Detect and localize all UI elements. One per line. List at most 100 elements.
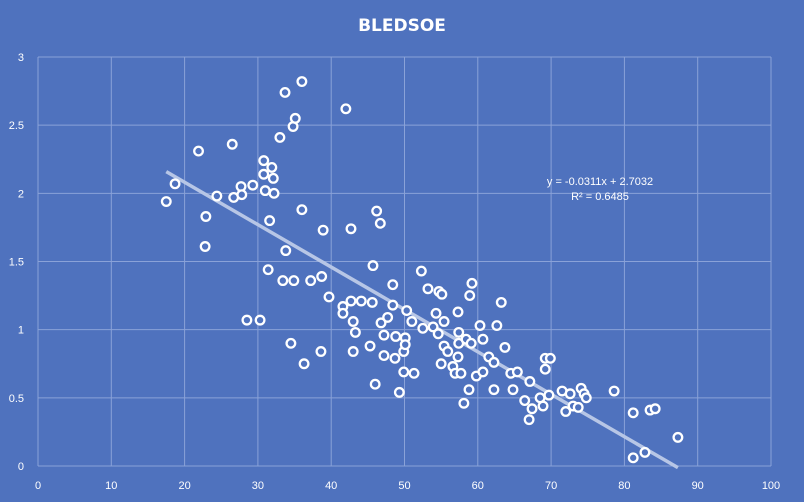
data-point xyxy=(408,367,420,379)
data-point xyxy=(317,224,329,236)
x-tick-label: 70 xyxy=(545,480,557,492)
data-point xyxy=(672,431,684,443)
y-axis-ticks: 0 0.5 1 1.5 2 2.5 3 xyxy=(9,52,24,473)
data-point xyxy=(285,337,297,349)
data-point xyxy=(417,322,429,334)
data-point xyxy=(277,275,289,287)
data-point xyxy=(543,389,555,401)
data-point xyxy=(264,215,276,227)
data-point xyxy=(199,241,211,252)
data-point xyxy=(436,288,448,300)
data-point xyxy=(268,187,280,199)
data-point xyxy=(369,378,381,390)
data-point xyxy=(345,295,357,307)
data-point xyxy=(495,296,507,308)
data-point xyxy=(247,179,259,191)
data-point xyxy=(200,211,212,222)
data-point xyxy=(280,245,292,257)
data-point xyxy=(337,307,349,319)
data-point xyxy=(452,306,464,318)
data-point xyxy=(347,316,359,327)
data-point xyxy=(236,189,248,201)
x-tick-label: 90 xyxy=(692,480,704,492)
data-point xyxy=(298,358,310,370)
y-tick-label: 1.5 xyxy=(9,257,24,269)
x-tick-label: 30 xyxy=(252,480,264,492)
data-point xyxy=(387,279,399,291)
data-point xyxy=(430,307,442,319)
data-point xyxy=(378,350,390,362)
data-point xyxy=(296,204,308,216)
y-tick-label: 2.5 xyxy=(9,120,24,132)
y-tick-label: 3 xyxy=(18,52,24,64)
data-point xyxy=(580,392,592,404)
data-point xyxy=(523,414,535,426)
data-point xyxy=(305,275,317,287)
data-point xyxy=(211,190,223,202)
x-tick-label: 10 xyxy=(105,480,117,492)
data-point xyxy=(539,363,551,375)
data-point xyxy=(399,339,411,351)
y-tick-label: 0 xyxy=(18,461,24,473)
data-point xyxy=(519,395,531,407)
data-point xyxy=(267,172,279,184)
data-point xyxy=(526,403,538,415)
data-point xyxy=(442,346,454,357)
data-point xyxy=(406,316,418,327)
data-point xyxy=(455,367,467,379)
x-tick-label: 50 xyxy=(398,480,410,492)
data-point xyxy=(427,321,439,333)
data-point xyxy=(477,333,489,345)
data-point xyxy=(289,112,301,124)
data-point xyxy=(160,196,172,207)
data-point xyxy=(364,340,376,352)
data-point xyxy=(524,376,536,387)
data-point xyxy=(649,403,661,415)
data-point xyxy=(340,103,352,115)
data-point xyxy=(259,185,271,197)
data-points xyxy=(160,76,684,464)
x-tick-label: 20 xyxy=(178,480,190,492)
data-point xyxy=(491,320,503,332)
data-point xyxy=(390,331,402,342)
data-point xyxy=(374,217,386,229)
data-point xyxy=(627,407,639,419)
data-point xyxy=(463,384,475,396)
data-point xyxy=(226,138,238,150)
data-point xyxy=(488,356,500,368)
data-point xyxy=(464,290,476,302)
x-tick-label: 0 xyxy=(35,480,41,492)
data-point xyxy=(366,296,378,308)
data-point xyxy=(401,305,413,317)
data-point xyxy=(466,277,478,289)
data-point xyxy=(347,346,359,357)
data-point xyxy=(169,178,181,190)
data-point xyxy=(499,341,511,353)
data-point xyxy=(627,452,639,464)
trendline-equation: y = -0.0311x + 2.7032 xyxy=(547,176,653,188)
data-point xyxy=(367,260,379,272)
data-point xyxy=(262,264,274,276)
data-point xyxy=(193,145,204,157)
data-point xyxy=(465,337,477,349)
x-tick-label: 100 xyxy=(762,480,780,492)
data-point xyxy=(355,295,367,307)
data-point xyxy=(316,271,328,282)
gridlines xyxy=(37,56,772,467)
data-point xyxy=(387,299,399,311)
chart-title: BLEDSOE xyxy=(358,16,446,36)
data-point xyxy=(608,385,620,397)
y-tick-label: 1 xyxy=(18,325,24,337)
data-point xyxy=(398,366,410,378)
data-point xyxy=(452,351,464,363)
data-point xyxy=(393,386,405,398)
data-point xyxy=(477,366,489,378)
data-point xyxy=(323,291,335,303)
data-point xyxy=(349,326,361,338)
data-point xyxy=(560,406,572,417)
data-point xyxy=(258,168,270,180)
data-point xyxy=(258,155,270,167)
data-point xyxy=(375,317,387,329)
trendline xyxy=(165,170,679,470)
